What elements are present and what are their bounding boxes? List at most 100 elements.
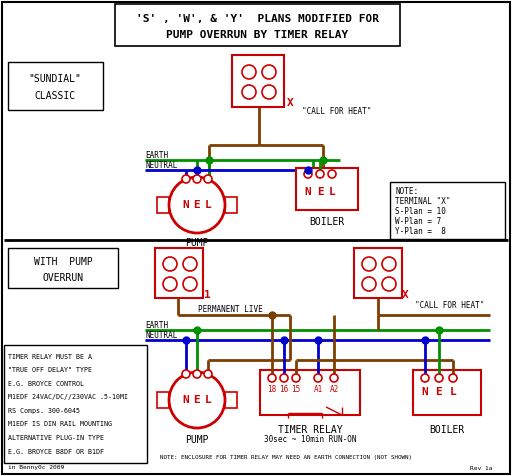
Circle shape — [449, 374, 457, 382]
Circle shape — [292, 374, 300, 382]
Text: NOTE:: NOTE: — [395, 188, 418, 197]
Circle shape — [163, 277, 177, 291]
Text: OVERRUN: OVERRUN — [42, 273, 83, 283]
Text: E: E — [194, 200, 200, 210]
Text: L: L — [205, 200, 211, 210]
Text: EARTH: EARTH — [145, 150, 168, 159]
Text: X: X — [401, 290, 409, 300]
Text: Rev 1a: Rev 1a — [470, 466, 493, 470]
Text: A1: A1 — [313, 386, 323, 395]
Text: L: L — [205, 395, 211, 405]
Text: in Benny0c 2009: in Benny0c 2009 — [8, 466, 64, 470]
Text: Y-Plan =  8: Y-Plan = 8 — [395, 228, 446, 237]
Text: L: L — [450, 387, 456, 397]
Circle shape — [362, 277, 376, 291]
Text: E: E — [436, 387, 442, 397]
Bar — [390, 182, 505, 239]
Bar — [413, 370, 481, 415]
Circle shape — [421, 374, 429, 382]
Text: A2: A2 — [329, 386, 338, 395]
Bar — [157, 392, 169, 408]
Text: TIMER RELAY: TIMER RELAY — [278, 425, 343, 435]
Circle shape — [382, 257, 396, 271]
Circle shape — [163, 257, 177, 271]
Text: WITH  PUMP: WITH PUMP — [34, 257, 92, 267]
Text: NEUTRAL: NEUTRAL — [145, 330, 177, 339]
Text: RS Comps. 300-6045: RS Comps. 300-6045 — [8, 408, 80, 414]
Text: BOILER: BOILER — [309, 217, 345, 227]
Text: NEUTRAL: NEUTRAL — [145, 160, 177, 169]
Circle shape — [316, 170, 324, 178]
Circle shape — [169, 177, 225, 233]
Circle shape — [242, 85, 256, 99]
Bar — [232, 55, 284, 107]
Circle shape — [182, 370, 190, 378]
Bar — [225, 197, 237, 213]
Text: 'S' , 'W', & 'Y'  PLANS MODIFIED FOR: 'S' , 'W', & 'Y' PLANS MODIFIED FOR — [136, 14, 378, 24]
Text: W-Plan = 7: W-Plan = 7 — [395, 218, 441, 227]
Text: PUMP: PUMP — [185, 435, 209, 445]
Bar — [4, 345, 147, 463]
Text: N: N — [183, 200, 189, 210]
Text: M1EDF IS DIN RAIL MOUNTING: M1EDF IS DIN RAIL MOUNTING — [8, 422, 112, 427]
Text: X: X — [287, 98, 293, 108]
Text: 30sec ~ 10min RUN-ON: 30sec ~ 10min RUN-ON — [264, 436, 356, 445]
Text: E: E — [194, 395, 200, 405]
Circle shape — [280, 374, 288, 382]
Text: PERMANENT LIVE: PERMANENT LIVE — [198, 306, 262, 315]
Bar — [354, 248, 402, 298]
Text: ALTERNATIVE PLUG-IN TYPE: ALTERNATIVE PLUG-IN TYPE — [8, 435, 104, 441]
Circle shape — [242, 65, 256, 79]
Text: N: N — [305, 187, 311, 197]
Circle shape — [204, 370, 212, 378]
Bar — [260, 370, 360, 415]
Circle shape — [328, 170, 336, 178]
Text: "CALL FOR HEAT": "CALL FOR HEAT" — [302, 108, 371, 117]
Circle shape — [182, 175, 190, 183]
Text: E.G. BROYCE B8DF OR B1DF: E.G. BROYCE B8DF OR B1DF — [8, 448, 104, 455]
Circle shape — [435, 374, 443, 382]
Text: PUMP OVERRUN BY TIMER RELAY: PUMP OVERRUN BY TIMER RELAY — [166, 30, 348, 40]
Text: BOILER: BOILER — [430, 425, 464, 435]
Bar — [115, 4, 400, 46]
Text: 16: 16 — [280, 386, 289, 395]
Circle shape — [304, 170, 312, 178]
Text: S-Plan = 10: S-Plan = 10 — [395, 208, 446, 217]
Circle shape — [330, 374, 338, 382]
Text: TIMER RELAY MUST BE A: TIMER RELAY MUST BE A — [8, 354, 92, 360]
Text: E.G. BROYCE CONTROL: E.G. BROYCE CONTROL — [8, 381, 84, 387]
Circle shape — [262, 65, 276, 79]
Text: L: L — [329, 187, 335, 197]
Circle shape — [382, 277, 396, 291]
Text: CLASSIC: CLASSIC — [34, 91, 76, 101]
Circle shape — [204, 175, 212, 183]
Circle shape — [268, 374, 276, 382]
Text: N: N — [183, 395, 189, 405]
Text: 1: 1 — [204, 290, 210, 300]
Bar — [155, 248, 203, 298]
Circle shape — [314, 374, 322, 382]
Text: 18: 18 — [267, 386, 276, 395]
Text: "CALL FOR HEAT": "CALL FOR HEAT" — [415, 300, 484, 309]
Bar — [8, 248, 118, 288]
Circle shape — [183, 277, 197, 291]
Text: "SUNDIAL": "SUNDIAL" — [29, 74, 81, 84]
Text: E: E — [316, 187, 324, 197]
Bar — [225, 392, 237, 408]
Circle shape — [362, 257, 376, 271]
Circle shape — [169, 372, 225, 428]
Circle shape — [193, 175, 201, 183]
Circle shape — [183, 257, 197, 271]
Bar — [157, 197, 169, 213]
Circle shape — [262, 85, 276, 99]
Bar — [8, 62, 103, 110]
Text: 15: 15 — [291, 386, 301, 395]
Text: N: N — [421, 387, 429, 397]
Text: EARTH: EARTH — [145, 320, 168, 329]
Text: "TRUE OFF DELAY" TYPE: "TRUE OFF DELAY" TYPE — [8, 367, 92, 374]
Text: M1EDF 24VAC/DC//230VAC .5-10MI: M1EDF 24VAC/DC//230VAC .5-10MI — [8, 395, 128, 400]
Text: TERMINAL "X": TERMINAL "X" — [395, 198, 451, 207]
Circle shape — [193, 370, 201, 378]
Text: PUMP: PUMP — [185, 238, 209, 248]
Text: NOTE: ENCLOSURE FOR TIMER RELAY MAY NEED AN EARTH CONNECTION (NOT SHOWN): NOTE: ENCLOSURE FOR TIMER RELAY MAY NEED… — [160, 456, 412, 460]
